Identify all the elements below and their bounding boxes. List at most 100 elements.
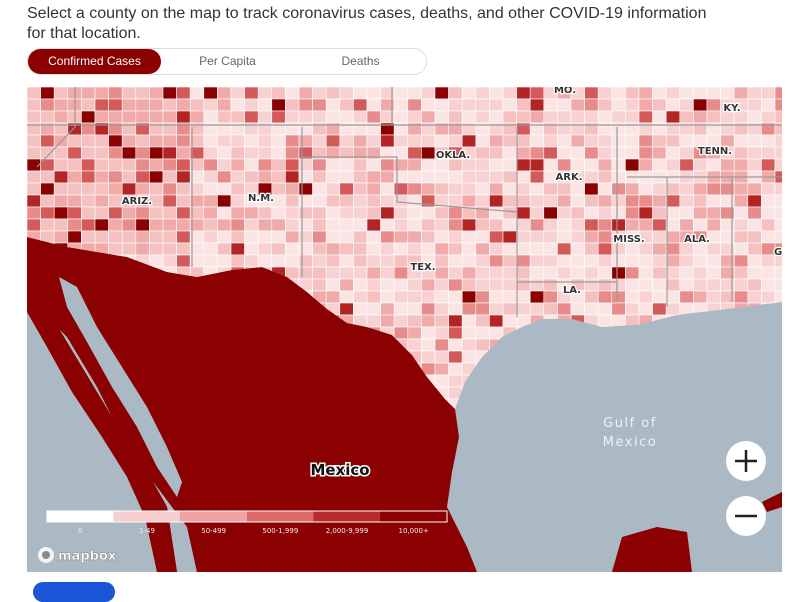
county [625, 218, 640, 232]
county [461, 110, 477, 124]
county [312, 194, 327, 208]
county [774, 110, 782, 124]
county [244, 242, 259, 256]
tab[interactable]: Deaths [341, 54, 380, 68]
county [529, 278, 545, 292]
county [584, 146, 599, 160]
county [121, 206, 137, 220]
county [81, 182, 96, 196]
county [421, 218, 436, 232]
county [27, 110, 41, 124]
county [380, 182, 395, 196]
county [149, 254, 164, 268]
county [353, 182, 368, 196]
county [217, 230, 232, 244]
county [774, 134, 782, 148]
county [298, 230, 313, 244]
state-label: TEX. [410, 262, 435, 273]
county [611, 266, 626, 280]
county [747, 254, 762, 268]
county [94, 182, 109, 196]
county [625, 146, 640, 160]
county [434, 182, 449, 196]
county [652, 302, 667, 316]
county [502, 110, 517, 124]
county [257, 254, 273, 268]
county [761, 290, 776, 304]
county [271, 206, 286, 220]
county [584, 110, 599, 124]
county [638, 278, 653, 292]
county [774, 278, 782, 292]
county [733, 146, 749, 160]
county [461, 266, 477, 280]
county [285, 266, 300, 280]
county [366, 254, 381, 268]
county [516, 242, 531, 256]
county [448, 314, 463, 328]
county [529, 170, 545, 184]
county [611, 314, 626, 328]
county [597, 194, 613, 208]
county [366, 278, 381, 292]
county [761, 206, 776, 220]
county [135, 230, 150, 244]
legend-label: 500-1,999 [262, 527, 298, 535]
county [121, 110, 137, 124]
county [244, 158, 259, 172]
county [176, 146, 191, 160]
county [162, 206, 177, 220]
county [407, 134, 422, 148]
county [584, 158, 599, 172]
county [529, 302, 545, 316]
county [611, 218, 626, 232]
county [434, 134, 449, 148]
county [448, 134, 463, 148]
tab[interactable]: Per Capita [199, 54, 256, 68]
county [502, 206, 517, 220]
tab[interactable]: Confirmed Cases [28, 49, 161, 74]
county [339, 230, 354, 244]
county [475, 134, 490, 148]
county [543, 110, 558, 124]
county [733, 266, 749, 280]
county [257, 134, 273, 148]
county [448, 326, 463, 340]
county [665, 206, 681, 220]
attribution[interactable]: mapbox [58, 549, 117, 564]
county [298, 218, 313, 232]
county [652, 194, 667, 208]
county [638, 266, 653, 280]
county [570, 254, 585, 268]
button[interactable] [33, 582, 115, 602]
county [733, 230, 749, 244]
county [461, 134, 477, 148]
county [325, 278, 341, 292]
county [271, 87, 286, 100]
county [434, 170, 449, 184]
county [203, 110, 218, 124]
county [570, 98, 585, 112]
county [679, 194, 694, 208]
county [217, 110, 232, 124]
county [108, 98, 123, 112]
county [693, 110, 708, 124]
county [475, 194, 490, 208]
county [733, 158, 749, 172]
county [380, 314, 395, 328]
county [747, 218, 762, 232]
county [529, 182, 545, 196]
map[interactable]: MO. KY. OKLA. TENN. ARK. ARIZ. N.M. MISS. ALA. GA… [27, 87, 782, 572]
county [448, 87, 463, 100]
county [584, 170, 599, 184]
county [502, 266, 517, 280]
county [217, 98, 232, 112]
county [162, 194, 177, 208]
county [774, 146, 782, 160]
county [434, 206, 449, 220]
county [67, 194, 82, 208]
county [353, 110, 368, 124]
county [230, 134, 245, 148]
county [162, 218, 177, 232]
